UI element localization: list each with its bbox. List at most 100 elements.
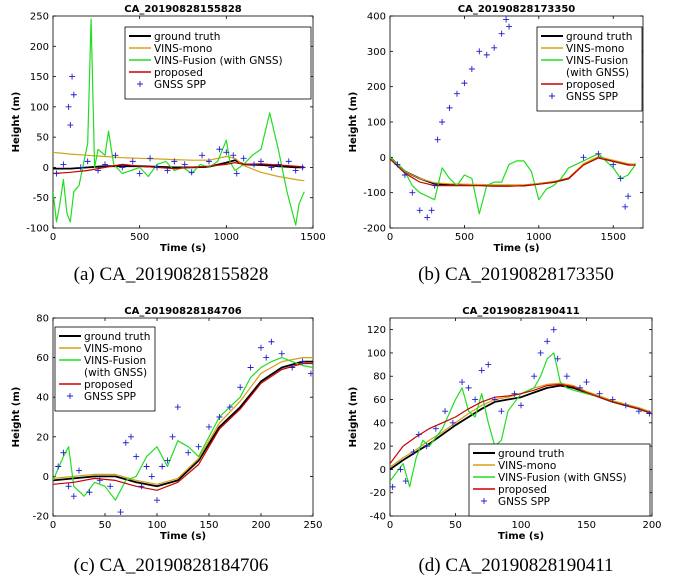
legend-label: ground truth: [84, 331, 150, 343]
gnss-spp-point: [129, 158, 136, 165]
gnss-spp-point: [251, 161, 258, 168]
gnss-spp-point: [511, 390, 518, 397]
x-tick-label: 0: [387, 232, 393, 243]
gnss-spp-point: [84, 158, 91, 165]
x-tick-label: 1000: [526, 232, 551, 243]
legend-label: VINS-mono: [498, 460, 556, 472]
gnss-spp-point: [226, 404, 233, 411]
gnss-spp-point: [622, 203, 629, 210]
y-tick-label: 250: [30, 12, 49, 23]
y-tick-label: 20: [373, 442, 386, 453]
gnss-spp-point: [258, 344, 264, 351]
series-group: [53, 338, 313, 516]
gnss-spp-point: [206, 158, 212, 165]
legend-box: [536, 26, 643, 112]
legend-marker-gnss: [137, 81, 143, 87]
gnss-spp-point: [307, 370, 313, 377]
y-tick-label: 100: [367, 118, 386, 129]
series-line-vins-fusion-with-gnss: [390, 153, 637, 215]
series-line-vins-mono: [53, 151, 305, 182]
gnss-spp-point: [503, 16, 510, 23]
gnss-spp-point: [216, 146, 223, 153]
gnss-spp-point: [65, 103, 72, 110]
gnss-spp-point: [617, 175, 624, 182]
figure-caption: (c) CA_20190828184706: [74, 555, 269, 576]
gnss-spp-point: [223, 149, 230, 156]
gnss-spp-point: [65, 483, 72, 490]
gnss-spp-point: [646, 410, 652, 417]
y-tick-label: -20: [33, 512, 49, 523]
series-line-vins-mono: [53, 357, 313, 485]
series-line-proposed: [53, 362, 313, 491]
legend-label: ground truth: [154, 31, 220, 43]
gnss-spp-point: [143, 463, 150, 470]
gnss-spp-point: [53, 170, 60, 177]
gnss-spp-point: [390, 483, 396, 490]
gnss-spp-point: [112, 152, 119, 159]
x-tick-label: 0: [50, 520, 56, 531]
gnss-spp-point: [154, 497, 160, 504]
gnss-spp-point: [292, 167, 299, 174]
gnss-spp-point: [96, 477, 103, 484]
gnss-spp-point: [195, 443, 202, 450]
x-tick-label: 500: [130, 232, 149, 243]
gnss-spp-point: [230, 152, 237, 159]
gnss-spp-point: [446, 104, 453, 111]
gnss-spp-point: [483, 51, 490, 58]
y-tick-label: 50: [36, 133, 49, 144]
gnss-spp-point: [199, 152, 206, 159]
gnss-spp-point: [485, 361, 492, 368]
series-line-proposed: [53, 162, 305, 175]
x-tick-label: 100: [147, 520, 166, 531]
gnss-spp-point: [424, 214, 431, 221]
gnss-spp-point: [410, 448, 417, 455]
x-tick-label: 200: [642, 520, 661, 531]
gnss-spp-point: [409, 189, 416, 196]
gnss-spp-point: [544, 338, 551, 345]
gnss-spp-point: [159, 463, 166, 470]
x-tick-label: 150: [199, 520, 218, 531]
gnss-spp-point: [478, 367, 485, 374]
gnss-spp-point: [459, 379, 466, 386]
gnss-spp-point: [449, 419, 456, 426]
gnss-spp-point: [506, 23, 513, 30]
legend-label: VINS-mono: [566, 43, 624, 55]
gnss-spp-point: [117, 509, 124, 516]
gnss-spp-point: [394, 161, 401, 168]
y-axis-label: Height (m): [348, 387, 359, 448]
legend-label: (with GNSS): [84, 367, 147, 379]
y-tick-label: 80: [36, 314, 49, 325]
y-axis-label: Height (m): [11, 92, 22, 153]
legend-label: proposed: [154, 67, 203, 79]
gnss-spp-point: [518, 402, 524, 409]
y-tick-label: 200: [30, 42, 49, 53]
y-tick-label: 0: [380, 465, 386, 476]
y-tick-label: 300: [367, 47, 386, 58]
y-tick-label: 60: [36, 353, 49, 364]
gnss-spp-point: [206, 423, 212, 430]
gnss-spp-point: [285, 158, 292, 165]
legend-box: [468, 443, 651, 517]
x-tick-label: 500: [455, 232, 474, 243]
gnss-spp-point: [122, 439, 129, 446]
gnss-spp-point: [60, 161, 67, 168]
legend-label: (with GNSS): [566, 67, 629, 79]
y-tick-label: 40: [36, 393, 49, 404]
gnss-spp-point: [442, 408, 449, 415]
chart-title: CA_20190828173350: [458, 4, 576, 15]
gnss-spp-point: [635, 408, 642, 415]
gnss-spp-point: [233, 170, 240, 177]
legend-label: ground truth: [498, 448, 564, 460]
gnss-spp-point: [55, 463, 62, 470]
gnss-spp-point: [625, 193, 632, 200]
legend-label: GNSS SPP: [84, 391, 136, 403]
legend-label: proposed: [498, 484, 547, 496]
legend-label: VINS-Fusion (with GNSS): [154, 55, 283, 67]
x-tick-label: 1500: [300, 232, 325, 243]
y-tick-label: 0: [380, 153, 386, 164]
